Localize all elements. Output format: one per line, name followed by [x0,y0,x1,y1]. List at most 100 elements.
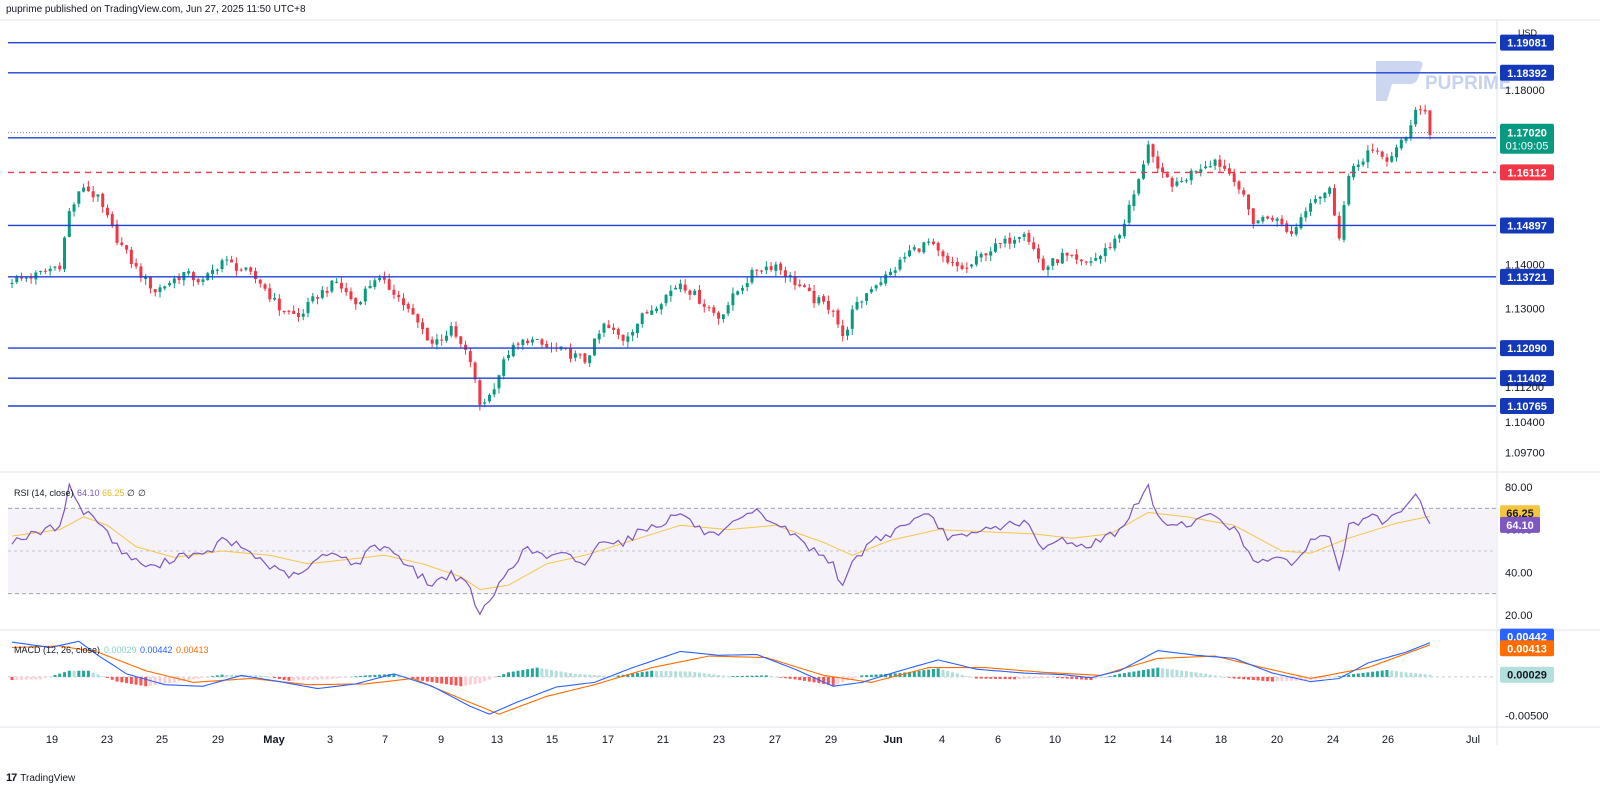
candle-body [626,336,630,342]
candle-body [745,283,749,288]
candle-body [497,375,501,389]
macd-histogram-bar [1270,676,1274,682]
rsi-legend-empty-1: ∅ [127,488,135,498]
time-tick-label: 19 [46,734,58,746]
candle-body [444,335,448,341]
macd-histogram-bar [363,675,367,677]
macd-histogram-bar [483,676,487,682]
macd-histogram-bar [1103,676,1107,678]
macd-histogram-bar [201,676,205,678]
time-tick-label: 14 [1160,734,1172,746]
candle-body [760,270,764,272]
macd-histogram-bar [10,676,14,681]
candle-body [817,297,821,304]
candle-body [917,248,921,252]
macd-histogram-bar [215,675,219,677]
candle-body [15,276,19,283]
candle-body [1313,199,1317,203]
grid [0,19,1600,745]
macd-histogram-bar [631,673,635,677]
macd-histogram-bar [717,675,721,677]
candle-body [82,187,86,192]
rsi-legend-title: RSI (14, close) [14,488,74,498]
macd-histogram-bar [487,676,491,680]
macd-histogram-bar [1337,675,1341,677]
candle-body [492,389,496,395]
candle-body [616,329,620,335]
candle-body [970,264,974,267]
candle-body [454,326,458,337]
macd-histogram-bar [798,676,802,681]
candle-body [1113,238,1117,249]
candle-body [1270,217,1274,220]
candle-body [831,310,835,312]
price-tick-label: 1.14000 [1505,260,1545,272]
candle-body [110,214,114,226]
macd-histogram-bar [125,676,129,684]
macd-histogram-bar [917,670,921,677]
candle-body [1051,258,1055,266]
macd-histogram-bar [1323,676,1327,679]
candle-body [1099,256,1103,260]
candle-body [101,193,105,207]
macd-histogram-bar [650,670,654,677]
macd-histogram-bar [392,673,396,677]
candle-body [693,290,697,295]
price-axis[interactable]: 1.190811.183921.169031.148971.137211.120… [1500,34,1554,723]
time-tick-label: 23 [101,734,113,746]
macd-histogram-bar [444,676,448,685]
macd-histogram-bar [998,676,1002,679]
tag-label: 64.10 [1506,520,1534,532]
macd-legend-value: 0.00442 [140,645,173,655]
macd-histogram-bar [1375,671,1379,677]
macd-histogram-bar [120,676,124,683]
time-tick-label: 7 [382,734,388,746]
macd-histogram-bar [368,675,372,677]
candle-body [855,301,859,310]
macd-histogram-bar [48,676,52,678]
candle-body [1151,144,1155,157]
macd-histogram-bar [516,670,520,677]
level-tag-bg [1500,340,1554,357]
candle-body [1323,192,1327,199]
candle-body [1199,169,1203,173]
candle-body [487,394,491,402]
macd-histogram-bar [965,675,969,677]
candle-body [1094,258,1098,261]
macd-histogram-bar [378,674,382,677]
macd-histogram-bar [1099,676,1103,678]
macd-histogram-bar [478,676,482,684]
time-tick-label: 24 [1327,734,1339,746]
candle-body [63,237,67,270]
macd-histogram-bar [1051,676,1055,678]
candle-body [664,294,668,304]
candle-body [1027,232,1031,242]
macd-histogram-bar [1084,676,1088,680]
macd-histogram-bar [325,676,329,680]
time-axis[interactable]: 19 23 25 29 May 3 7 9 13 15 17 21 23 27 29 Jun 4 6 10 12 14 1… [46,734,1480,746]
candle-body [392,289,396,295]
macd-histogram-bar [1161,668,1165,677]
candle-body [974,256,978,265]
candle-body [53,266,57,268]
level-price-tag: 1.16112 [1500,164,1554,181]
macd-histogram-bar [640,672,644,677]
macd-histogram-bar [249,675,253,677]
macd-histogram-bar [764,675,768,677]
candle-body [401,298,405,306]
macd-histogram-bar [473,676,477,684]
macd-histogram-bar [960,674,964,677]
macd-histogram-bar [1041,676,1045,679]
level-price-tag: 1.19081 [1500,34,1554,51]
macd-histogram-bar [545,669,549,677]
candle-body [1294,227,1298,235]
candle-body [168,283,172,286]
macd-histogram-bar [1132,671,1136,677]
macd-histogram-bar [301,676,305,681]
time-tick-label: 9 [438,734,444,746]
macd-histogram-bar [1251,676,1255,681]
time-tick-label: 4 [939,734,945,746]
macd-histogram-bar [282,676,286,680]
